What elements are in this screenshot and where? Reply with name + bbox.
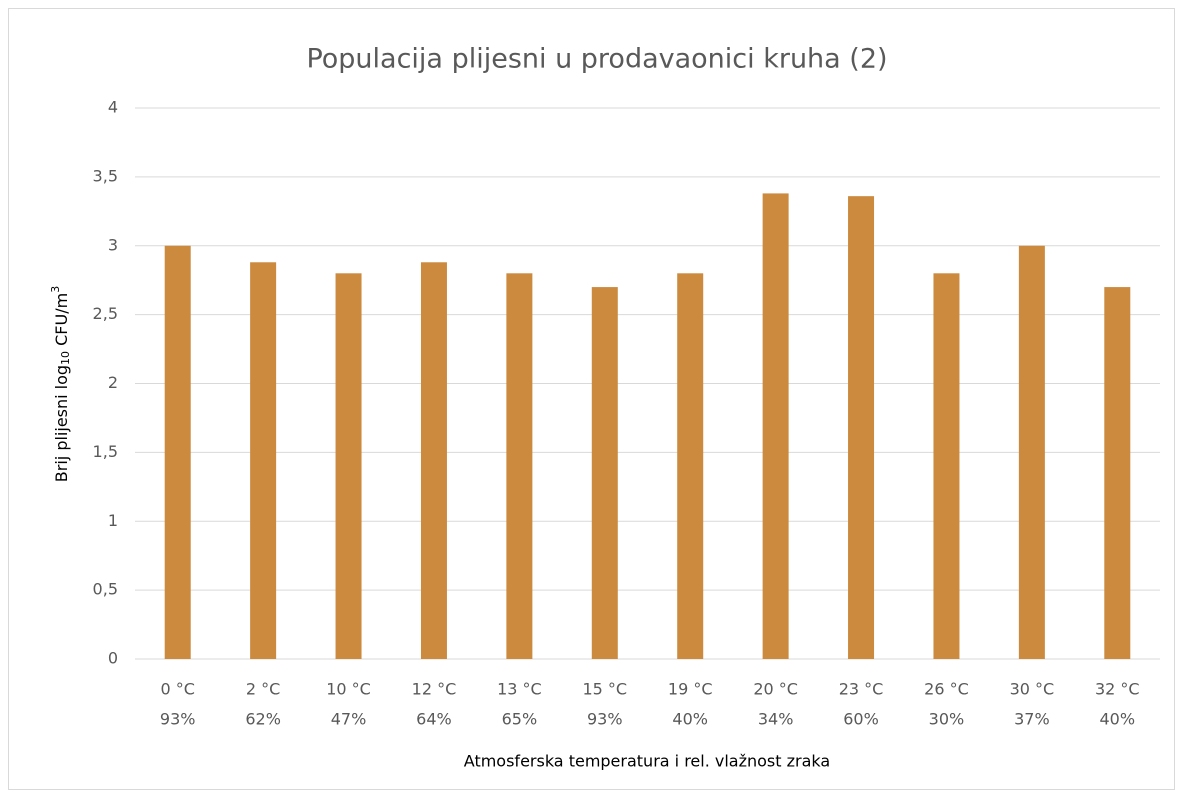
x-tick-label: 37% [1014, 710, 1050, 729]
y-title-part: Brij plijesni log [52, 365, 71, 482]
bar [335, 273, 362, 659]
y-title-part: CFU/m [52, 293, 71, 351]
x-axis-title: Atmosferska temperatura i rel. vlažnost … [464, 752, 830, 771]
y-tick-label: 2 [108, 373, 118, 392]
x-tick-label: 47% [331, 710, 367, 729]
y-tick-label: 0,5 [93, 580, 118, 599]
x-tick-label: 23 °C [839, 680, 884, 699]
bar [506, 273, 533, 659]
x-tick-label: 64% [416, 710, 452, 729]
x-tick-label: 20 °C [753, 680, 798, 699]
y-title-sup: 3 [49, 286, 62, 293]
y-tick-label: 0 [108, 649, 118, 668]
x-tick-label: 93% [587, 710, 623, 729]
x-tick-label: 12 °C [412, 680, 457, 699]
x-tick-label: 40% [1100, 710, 1136, 729]
x-tick-label: 65% [502, 710, 538, 729]
x-tick-label: 10 °C [326, 680, 371, 699]
bar [1104, 287, 1131, 659]
y-tick-label: 2,5 [93, 304, 118, 323]
x-tick-label: 30% [929, 710, 965, 729]
x-tick-label: 0 °C [160, 680, 194, 699]
x-tick-label: 13 °C [497, 680, 542, 699]
x-tick-label: 60% [843, 710, 879, 729]
x-tick-label: 30 °C [1010, 680, 1055, 699]
x-tick-label: 2 °C [246, 680, 280, 699]
x-tick-label: 34% [758, 710, 794, 729]
x-tick-label: 32 °C [1095, 680, 1140, 699]
x-tick-label: 26 °C [924, 680, 969, 699]
y-title-sub: 10 [59, 351, 72, 365]
bar [420, 262, 447, 659]
bar [933, 273, 960, 659]
x-tick-label: 19 °C [668, 680, 713, 699]
y-tick-label: 3,5 [93, 166, 118, 185]
bar [762, 193, 789, 659]
y-tick-label: 4 [108, 98, 118, 117]
x-tick-label: 62% [245, 710, 281, 729]
bar [677, 273, 704, 659]
bar [250, 262, 277, 659]
y-tick-label: 1,5 [93, 442, 118, 461]
bar [164, 245, 191, 659]
chart-title: Populacija plijesni u prodavaonici kruha… [306, 44, 887, 75]
y-axis-title: Brij plijesni log10 CFU/m3 [49, 286, 72, 482]
x-tick-label: 93% [160, 710, 196, 729]
y-tick-label: 1 [108, 511, 118, 530]
bar [591, 287, 618, 659]
x-tick-label: 15 °C [582, 680, 627, 699]
y-tick-label: 3 [108, 235, 118, 254]
bar [1018, 245, 1045, 659]
bar [848, 196, 875, 659]
x-tick-label: 40% [672, 710, 708, 729]
